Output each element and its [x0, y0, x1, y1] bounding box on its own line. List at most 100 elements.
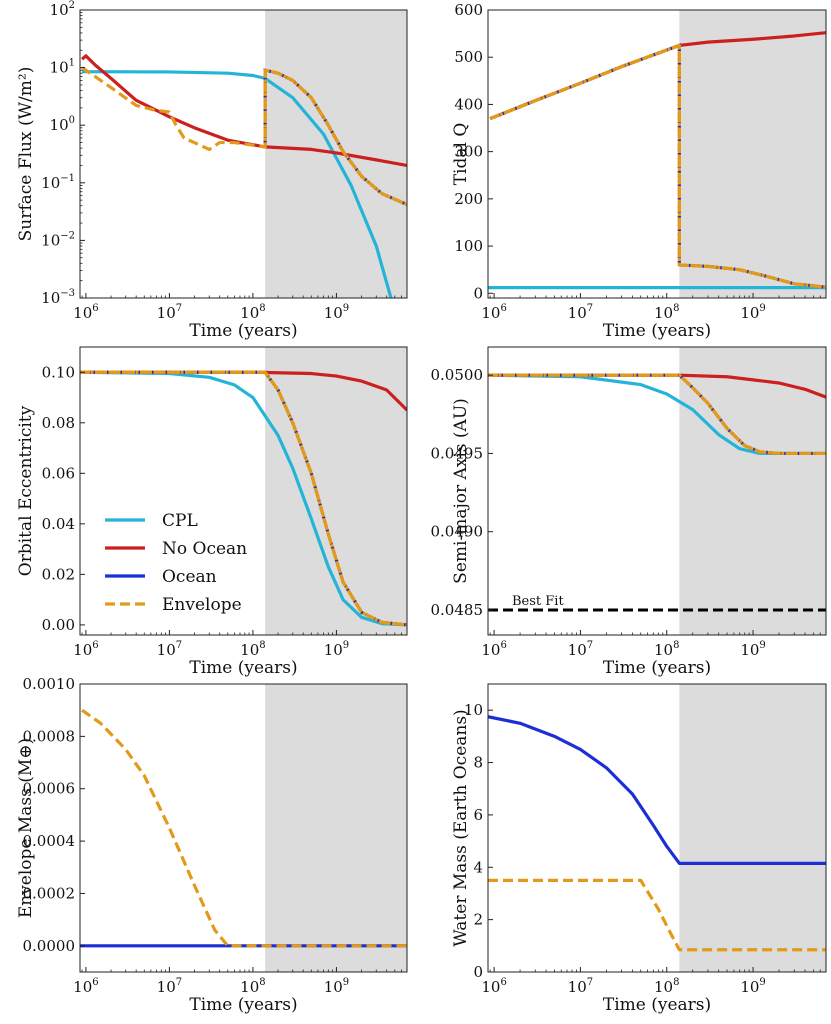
shaded-region	[679, 10, 826, 298]
panel-surface_flux: 106 107 108 109 10−3 10−2 10−1 100 101 102 Time (y…	[16, 0, 408, 341]
series-line-no-ocean	[81, 54, 407, 168]
shaded-region	[679, 347, 826, 635]
x-tick-label: 108	[240, 977, 265, 996]
shaded-region	[265, 684, 407, 972]
x-tick-label: 108	[654, 640, 679, 659]
x-tick-label: 106	[73, 977, 98, 996]
x-tick-label: 107	[568, 303, 593, 322]
y-tick-label: 0	[473, 284, 483, 302]
legend-label-ocean: Ocean	[162, 567, 217, 587]
y-tick-label: 6	[473, 806, 483, 824]
y-tick-label: 10−2	[41, 230, 75, 249]
series-line-envelope	[488, 878, 826, 952]
y-tick-label: 0.0490	[431, 523, 484, 541]
x-axis-label: Time (years)	[603, 995, 711, 1015]
series-line-envelope	[81, 66, 407, 206]
y-tick-label: 0.04	[42, 515, 75, 533]
y-tick-label: 0.0004	[23, 832, 76, 850]
x-tick-label: 109	[324, 303, 349, 322]
x-tick-label: 109	[740, 303, 765, 322]
x-tick-label: 109	[324, 640, 349, 659]
x-tick-label: 106	[73, 303, 98, 322]
axes-frame	[79, 9, 408, 299]
x-tick-label: 109	[740, 640, 765, 659]
x-tick-label: 106	[481, 303, 506, 322]
y-tick-label: 300	[454, 143, 483, 161]
x-tick-label: 107	[568, 640, 593, 659]
panel-envelope_mass: 106 107 108 109 0.0000 0.0002 0.0004 0.0006 0.00…	[16, 675, 408, 1015]
y-tick-label: 0.0000	[23, 937, 76, 955]
axes-frame	[487, 346, 827, 636]
x-tick-label: 108	[654, 303, 679, 322]
y-axis-label: Surface Flux (W/m²)	[16, 67, 36, 242]
y-tick-label: 0	[473, 963, 483, 981]
x-axis-label: Time (years)	[603, 658, 711, 678]
series-line-cpl	[80, 370, 407, 627]
y-tick-label: 8	[473, 754, 483, 772]
x-tick-label: 108	[240, 640, 265, 659]
y-tick-label: 0.0006	[23, 780, 76, 798]
x-tick-label: 107	[157, 640, 182, 659]
y-tick-label: 200	[454, 190, 483, 208]
plot-lines	[488, 31, 826, 290]
y-tick-label: 102	[50, 0, 75, 19]
y-tick-label: 0.06	[42, 464, 75, 482]
series-line-envelope	[80, 370, 407, 627]
y-tick-label: 100	[454, 237, 483, 255]
series-line-envelope	[489, 43, 826, 289]
plot-lines	[80, 370, 407, 627]
panel-water_mass: 106 107 108 109 0 2 4 6 8 10 Time (years) Water Mas…	[451, 683, 827, 1015]
x-tick-label: 108	[240, 303, 265, 322]
x-tick-label: 109	[324, 977, 349, 996]
y-tick-label: 100	[50, 115, 75, 134]
panel-tidal_q: 106 107 108 109 0 100 200 300 400 500 600 Time (yea…	[451, 1, 827, 341]
y-axis-label: Tidal Q	[451, 123, 471, 186]
axes-frame	[79, 683, 408, 973]
axes-frame	[487, 9, 827, 299]
plot-lines	[80, 708, 407, 948]
y-tick-label: 600	[454, 1, 483, 19]
plot-lines	[488, 373, 826, 612]
y-tick-label: 0.0500	[431, 366, 484, 384]
y-axis-label: Orbital Eccentricity	[16, 405, 36, 576]
y-tick-label: 4	[473, 858, 483, 876]
y-tick-label: 10−3	[41, 288, 75, 307]
y-tick-label: 0.0002	[23, 884, 76, 902]
legend-label-cpl: CPL	[162, 511, 198, 531]
shaded-region	[679, 684, 826, 972]
axes-frame	[79, 346, 408, 636]
series-line-cpl	[82, 70, 393, 298]
axes-frame	[487, 683, 827, 973]
legend-label-no-ocean: No Ocean	[162, 539, 247, 559]
x-tick-label: 106	[73, 640, 98, 659]
x-tick-label: 109	[740, 977, 765, 996]
y-axis-label: Semi-major Axis (AU)	[451, 398, 471, 584]
x-axis-label: Time (years)	[603, 321, 711, 341]
y-tick-label: 0.0010	[23, 675, 76, 693]
y-tick-label: 0.0485	[431, 601, 484, 619]
plot-lines	[488, 715, 826, 952]
series-line-envelope	[81, 708, 407, 948]
legend-label-envelope: Envelope	[162, 595, 242, 615]
x-tick-label: 107	[568, 977, 593, 996]
y-tick-label: 0.00	[42, 616, 75, 634]
y-tick-label: 101	[50, 58, 75, 77]
y-tick-label: 0.02	[42, 565, 75, 583]
panel-eccentricity: 106 107 108 109 0.00 0.02 0.04 0.06 0.08 0.10 Time…	[16, 346, 408, 678]
panel-semi_major_axis: 106 107 108 109 0.0485 0.0490 0.0495 0.0500 Time…	[431, 346, 827, 678]
x-axis-label: Time (years)	[189, 995, 297, 1015]
x-tick-label: 107	[157, 977, 182, 996]
y-tick-label: 0.08	[42, 414, 75, 432]
series-line-envelope	[488, 373, 826, 456]
y-tick-label: 0.0008	[23, 727, 76, 745]
x-tick-label: 106	[481, 640, 506, 659]
x-tick-label: 108	[654, 977, 679, 996]
legend: CPL No Ocean Ocean Envelope	[105, 511, 247, 615]
best-fit-annotation: Best Fit	[512, 594, 564, 609]
x-tick-label: 106	[481, 977, 506, 996]
y-axis-label: Envelope Mass (M⊕)	[16, 738, 36, 918]
y-tick-label: 10−1	[41, 173, 75, 192]
plot-lines	[81, 54, 407, 298]
y-tick-label: 0.10	[42, 363, 75, 381]
